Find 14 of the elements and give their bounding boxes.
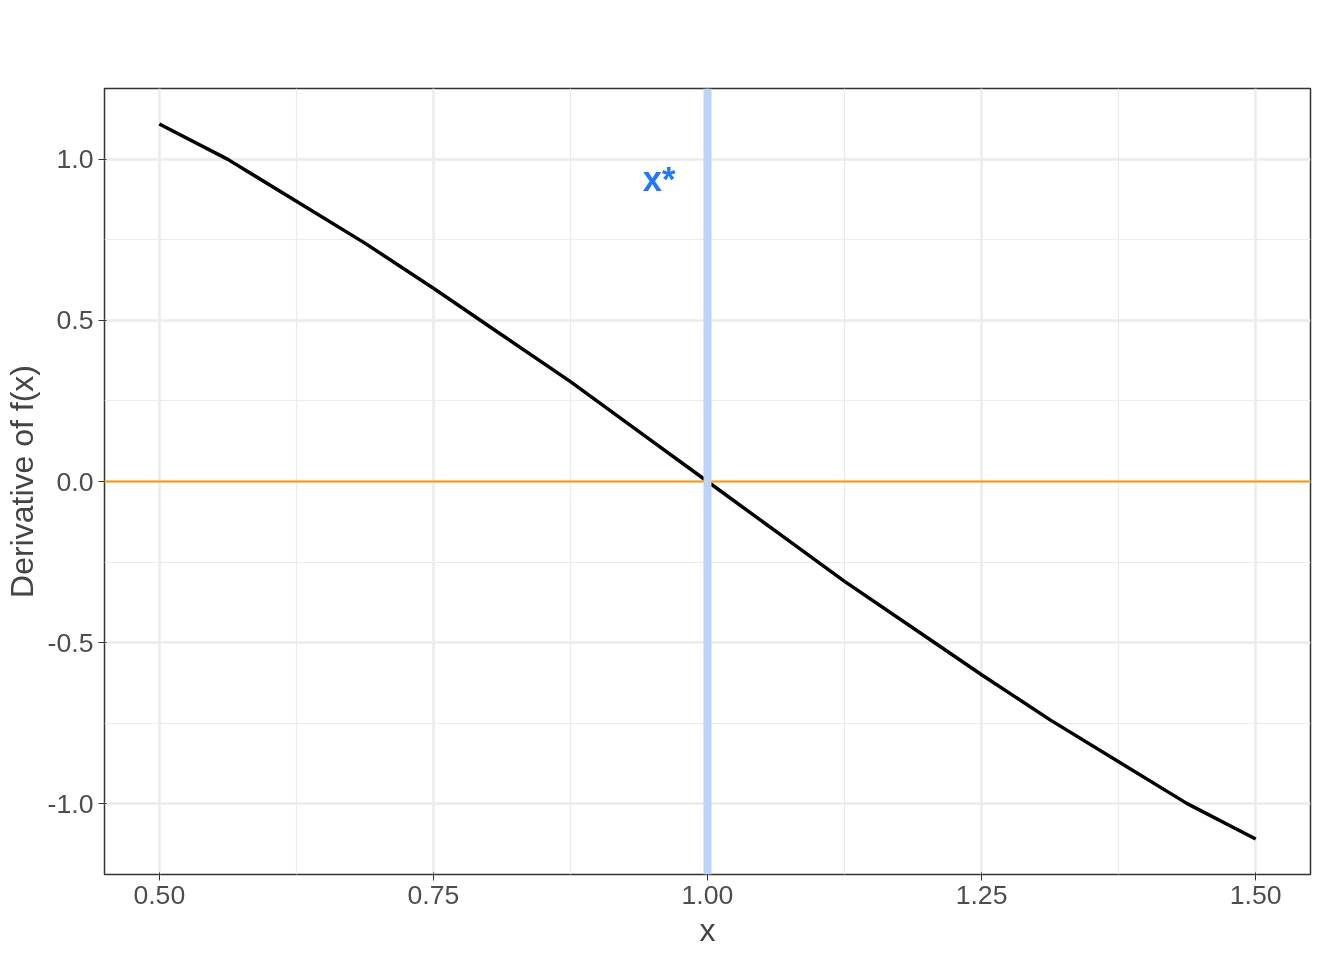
x-tick-label: 1.00 <box>681 879 734 910</box>
x-tick-label: 0.50 <box>133 879 186 910</box>
y-axis-title: Derivative of f(x) <box>3 365 40 598</box>
y-tick-label: 0.5 <box>56 305 94 336</box>
x-tick-label: 1.25 <box>955 879 1008 910</box>
x-tick-label: 0.75 <box>407 879 460 910</box>
y-tick-label: -0.5 <box>47 627 94 658</box>
y-tick-label: 1.0 <box>56 144 94 175</box>
y-tick-label: 0.0 <box>56 466 94 497</box>
ref-line-label: x* <box>642 159 677 198</box>
x-axis-title: x <box>699 911 716 948</box>
x-tick-label: 1.50 <box>1229 879 1282 910</box>
y-tick-label: -1.0 <box>47 788 94 819</box>
line-series <box>157 122 1258 841</box>
